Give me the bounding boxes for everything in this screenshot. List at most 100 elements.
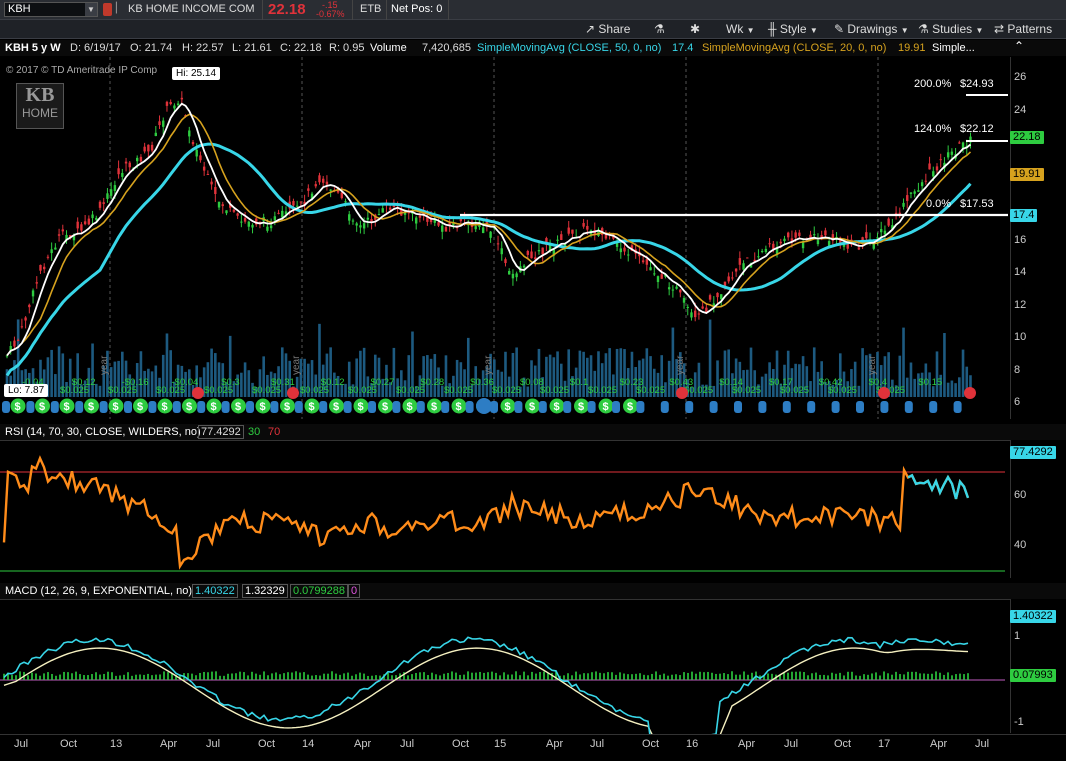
gear-icon[interactable]: ✱ <box>690 22 701 36</box>
dividend-icon-glyph: $ <box>211 401 217 413</box>
macd-histogram-bar <box>567 673 569 680</box>
macd-histogram-bar <box>311 675 313 680</box>
volume-bar <box>210 348 213 397</box>
etb-label: ETB <box>360 3 382 15</box>
macd-histogram-bar <box>839 672 841 680</box>
period-button[interactable]: Wk ▼ <box>726 22 755 36</box>
price-candle <box>359 220 362 234</box>
time-axis-label: Oct <box>60 738 78 750</box>
open-value: O: 21.74 <box>130 42 173 54</box>
macd-histogram-bar <box>27 675 29 680</box>
price-candle <box>251 223 254 234</box>
volume-bar <box>359 350 362 397</box>
macd-histogram-bar <box>131 675 133 680</box>
volume-bar <box>329 347 332 397</box>
high-value: H: 22.57 <box>182 42 224 54</box>
volume-bar <box>46 357 50 397</box>
macd-histogram-bar <box>67 672 69 680</box>
macd-histogram-bar <box>791 671 793 680</box>
price-candle <box>314 181 317 189</box>
sma20-value: 19.91 <box>898 42 926 54</box>
volume-bar <box>768 362 771 397</box>
price-candle <box>50 242 53 261</box>
date-value: D: 6/19/17 <box>70 42 121 54</box>
earnings-icon <box>368 401 376 413</box>
volume-bar <box>478 379 481 397</box>
macd-histogram-bar <box>703 672 705 680</box>
earnings-icon <box>734 401 742 413</box>
share-button[interactable]: ↗ Share <box>585 22 631 36</box>
sma20-label[interactable]: SimpleMovingAvg (CLOSE, 20, 0, no) <box>702 42 887 54</box>
macd-chart-svg <box>0 636 1005 734</box>
volume-bar <box>310 360 314 397</box>
macd-histogram-bar <box>199 672 201 680</box>
drawings-button[interactable]: ✎ Drawings ▼ <box>834 22 909 36</box>
macd-histogram-bar <box>563 675 565 680</box>
volume-bar <box>236 374 239 397</box>
volume-bar <box>403 380 407 397</box>
macd-histogram-bar <box>303 672 305 680</box>
studies-button[interactable]: ⚗ Studies ▼ <box>918 22 984 36</box>
price-candle <box>481 219 485 234</box>
macd-histogram-bar <box>595 671 597 680</box>
macd-pane[interactable] <box>0 599 1010 734</box>
patterns-button[interactable]: ⇄ Patterns <box>994 22 1053 36</box>
macd-histogram-bar <box>795 671 797 680</box>
macd-histogram-bar <box>495 672 497 680</box>
price-candle <box>9 341 12 355</box>
macd-diff-tag: 0.07993 <box>1010 669 1056 682</box>
volume-bar <box>269 371 273 397</box>
volume-bar <box>217 362 221 397</box>
macd-label[interactable]: MACD (12, 26, 9, EXPONENTIAL, no) <box>5 585 193 597</box>
sma20-tag: 19.91 <box>1010 168 1044 181</box>
dividend-icon <box>549 398 565 414</box>
macd-histogram-bar <box>487 672 489 680</box>
volume-bar <box>16 319 20 397</box>
price-candle <box>690 308 693 321</box>
price-axis[interactable] <box>1010 57 1066 419</box>
style-button[interactable]: ╫ Style ▼ <box>768 22 818 36</box>
macd-histogram-bar <box>811 673 813 680</box>
macd-histogram-bar <box>151 675 153 680</box>
earnings-icon <box>758 401 767 413</box>
price-pane[interactable]: year year year year year $ $ $ $ $ $ $ $ $ $ $ $ $ $ $ $ $ $ $ $… <box>0 57 1010 419</box>
earnings-label: $0.4 <box>869 377 888 388</box>
macd-histogram-bar <box>639 673 641 680</box>
price-candle <box>277 209 280 215</box>
volume-bar <box>734 358 738 397</box>
chevron-down-icon[interactable]: ▼ <box>85 3 97 16</box>
symbol-input[interactable]: KBH ▼ <box>4 2 98 17</box>
more-studies[interactable]: Simple... <box>932 42 975 54</box>
macd-histogram-bar <box>331 671 333 680</box>
rsi-label[interactable]: RSI (14, 70, 30, CLOSE, WILDERS, no) <box>5 426 201 438</box>
macd-histogram-bar <box>519 675 521 680</box>
sma50-label[interactable]: SimpleMovingAvg (CLOSE, 50, 0, no) <box>477 42 662 54</box>
rsi-pane[interactable] <box>0 440 1010 579</box>
volume-bar <box>556 351 559 397</box>
volume-bar <box>686 379 690 397</box>
macd-histogram-bar <box>451 671 453 680</box>
dividend-icon <box>157 398 173 414</box>
volume-bar <box>827 380 831 397</box>
time-axis[interactable] <box>0 734 1066 761</box>
macd-histogram-bar <box>307 674 309 680</box>
dividend-label: $0.025 <box>684 385 713 396</box>
dividend-icon-glyph: $ <box>578 401 584 413</box>
volume-bar <box>693 372 697 397</box>
macd-histogram-bar <box>891 674 893 680</box>
chevron-up-icon[interactable]: ⌃ <box>1014 39 1025 53</box>
volume-bar <box>102 365 106 397</box>
macd-histogram-bar <box>687 672 689 680</box>
volume-bar <box>318 323 321 397</box>
volume-bar <box>13 360 16 397</box>
volume-bar <box>571 376 574 397</box>
macd-histogram-bar <box>875 672 877 680</box>
macd-histogram-bar <box>139 674 141 680</box>
volume-bar <box>604 353 608 397</box>
flask-icon[interactable]: ⚗ <box>654 22 665 36</box>
rsi-tick: 40 <box>1014 539 1027 551</box>
dividend-icon <box>84 398 99 414</box>
volume-bar <box>961 349 965 397</box>
year-marker: year <box>99 355 110 375</box>
alert-icon[interactable] <box>103 3 112 16</box>
